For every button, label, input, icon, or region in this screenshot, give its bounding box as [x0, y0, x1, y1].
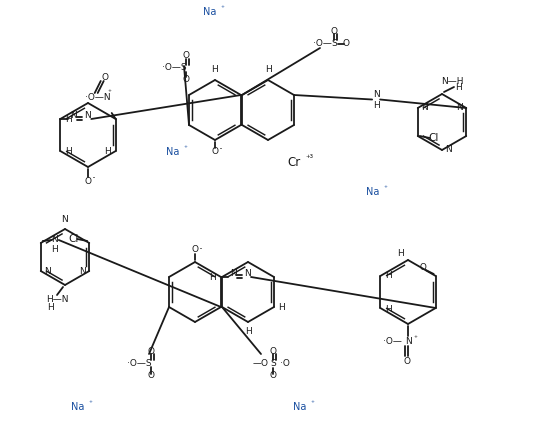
- Text: O: O: [183, 51, 190, 60]
- Text: ·: ·: [219, 143, 223, 156]
- Text: H: H: [212, 66, 218, 74]
- Text: H: H: [265, 66, 272, 74]
- Text: H: H: [210, 273, 217, 282]
- Text: N: N: [84, 111, 91, 121]
- Text: H: H: [51, 245, 58, 254]
- Text: Cl: Cl: [429, 133, 439, 143]
- Text: H: H: [373, 101, 380, 110]
- Text: N: N: [421, 104, 428, 112]
- Text: O: O: [269, 346, 276, 356]
- Text: —O: —O: [253, 359, 269, 368]
- Text: ⁺: ⁺: [310, 401, 314, 407]
- Text: ·: ·: [92, 172, 96, 185]
- Text: Na: Na: [293, 402, 307, 412]
- Text: N: N: [230, 269, 237, 277]
- Text: S: S: [270, 359, 276, 368]
- Text: S: S: [331, 39, 337, 48]
- Text: O: O: [147, 347, 154, 356]
- Text: ⁺: ⁺: [108, 90, 112, 96]
- Text: O: O: [101, 73, 108, 82]
- Text: H: H: [455, 83, 461, 92]
- Text: Na: Na: [204, 7, 217, 17]
- Text: ·: ·: [199, 244, 203, 257]
- Text: ⁺³: ⁺³: [306, 155, 314, 163]
- Text: N: N: [44, 267, 51, 276]
- Text: H: H: [279, 302, 285, 311]
- Text: Cl: Cl: [68, 234, 78, 244]
- Text: N: N: [70, 111, 77, 120]
- Text: N: N: [79, 267, 86, 276]
- Text: N: N: [62, 216, 69, 225]
- Text: O: O: [342, 39, 349, 48]
- Text: Na: Na: [71, 402, 85, 412]
- Text: ·O—: ·O—: [313, 39, 332, 48]
- Text: ⁺: ⁺: [383, 186, 387, 192]
- Text: ⁺: ⁺: [220, 6, 224, 12]
- Text: H: H: [245, 327, 252, 337]
- Text: H: H: [104, 146, 111, 156]
- Text: O: O: [192, 245, 199, 254]
- Text: ⁺: ⁺: [183, 146, 187, 152]
- Text: N: N: [244, 269, 251, 277]
- Text: H: H: [65, 114, 72, 124]
- Text: ·O—: ·O—: [382, 337, 401, 346]
- Text: N—H: N—H: [441, 77, 463, 86]
- Text: ·O—N: ·O—N: [85, 92, 111, 102]
- Text: N: N: [446, 146, 453, 155]
- Text: N: N: [456, 104, 463, 112]
- Text: ·O: ·O: [417, 264, 427, 273]
- Text: N: N: [373, 90, 380, 99]
- Text: N: N: [51, 235, 58, 244]
- Text: H: H: [65, 146, 72, 156]
- Text: ⁺: ⁺: [88, 401, 92, 407]
- Text: ·O—S: ·O—S: [127, 359, 151, 368]
- Text: Na: Na: [166, 147, 180, 157]
- Text: H: H: [385, 305, 392, 314]
- Text: O: O: [84, 177, 91, 185]
- Text: O: O: [403, 356, 410, 365]
- Text: N: N: [404, 337, 411, 346]
- Text: Cr: Cr: [287, 156, 301, 168]
- Text: H: H: [48, 302, 55, 311]
- Text: ·O—S: ·O—S: [161, 64, 186, 73]
- Text: Na: Na: [366, 187, 380, 197]
- Text: ⁺: ⁺: [413, 336, 417, 342]
- Text: H: H: [385, 271, 392, 280]
- Text: O: O: [147, 372, 154, 381]
- Text: ·O: ·O: [280, 359, 290, 368]
- Text: O: O: [330, 26, 338, 35]
- Text: O: O: [183, 76, 190, 85]
- Text: O: O: [212, 147, 219, 156]
- Text: H: H: [396, 250, 403, 258]
- Text: H—N: H—N: [46, 295, 68, 304]
- Text: O: O: [269, 372, 276, 381]
